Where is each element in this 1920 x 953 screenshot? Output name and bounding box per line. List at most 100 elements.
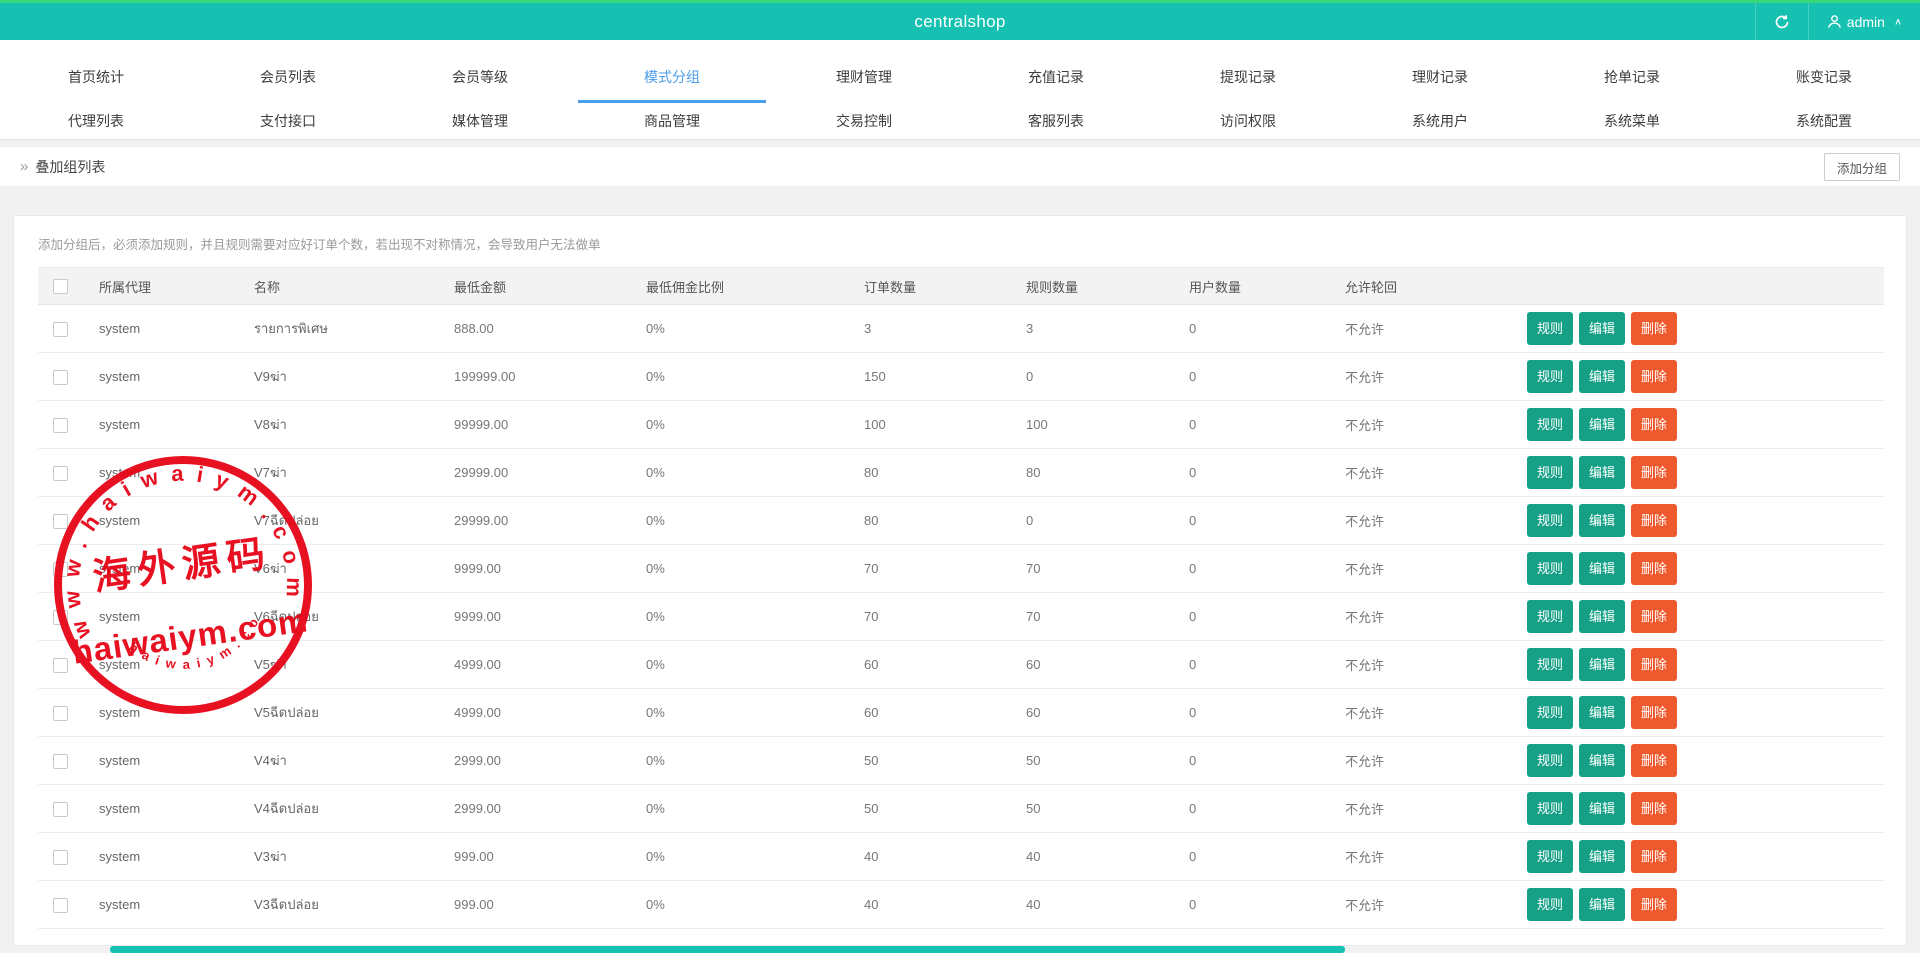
cell-agent: system	[84, 496, 239, 545]
rule-button[interactable]: 规则	[1527, 408, 1574, 441]
row-checkbox[interactable]	[53, 465, 68, 481]
refresh-button[interactable]	[1756, 3, 1808, 40]
refresh-icon	[1774, 14, 1790, 30]
delete-button[interactable]: 删除	[1631, 600, 1678, 633]
edit-button[interactable]: 编辑	[1579, 600, 1626, 633]
rule-button[interactable]: 规则	[1527, 552, 1574, 585]
cell-agent: system	[84, 592, 239, 641]
row-checkbox[interactable]	[53, 849, 68, 865]
add-group-button[interactable]: 添加分组	[1823, 153, 1900, 181]
delete-button[interactable]: 删除	[1631, 792, 1678, 825]
cell-min_rate: 0%	[631, 832, 849, 881]
row-checkbox[interactable]	[53, 513, 68, 529]
rule-button[interactable]: 规则	[1527, 648, 1574, 681]
cell-min_rate: 0%	[631, 640, 849, 689]
edit-button[interactable]: 编辑	[1579, 792, 1626, 825]
nav-item-客服列表[interactable]: 客服列表	[1028, 113, 1084, 129]
edit-button[interactable]: 编辑	[1579, 408, 1626, 441]
column-header: 规则数量	[1011, 267, 1174, 305]
delete-button[interactable]: 删除	[1631, 360, 1678, 393]
nav-item-充值记录[interactable]: 充值记录	[1028, 68, 1084, 85]
table-row: system V4ฉีดปล่อย 2999.00 0% 50 50 0 不允许 规则 编辑 删除	[38, 784, 1884, 833]
cell-min_amount: 199999.00	[439, 352, 631, 401]
nav-item-账变记录[interactable]: 账变记录	[1796, 68, 1852, 85]
edit-button[interactable]: 编辑	[1579, 840, 1626, 873]
nav-item-理财管理[interactable]: 理财管理	[836, 68, 892, 85]
edit-button[interactable]: 编辑	[1579, 744, 1626, 777]
rule-button[interactable]: 规则	[1527, 792, 1574, 825]
edit-button[interactable]: 编辑	[1579, 648, 1626, 681]
nav-item-抢单记录[interactable]: 抢单记录	[1604, 68, 1660, 85]
nav-item-商品管理[interactable]: 商品管理	[644, 113, 700, 129]
nav-item-访问权限[interactable]: 访问权限	[1220, 113, 1276, 129]
delete-button[interactable]: 删除	[1631, 504, 1678, 537]
nav-item-首页统计[interactable]: 首页统计	[68, 68, 124, 85]
cell-min_amount: 9999.00	[439, 544, 631, 593]
breadcrumb: » 叠加组列表	[20, 157, 105, 177]
nav-item-媒体管理[interactable]: 媒体管理	[452, 113, 508, 129]
rule-button[interactable]: 规则	[1527, 600, 1574, 633]
rule-button[interactable]: 规则	[1527, 888, 1574, 921]
rule-button[interactable]: 规则	[1527, 744, 1574, 777]
cell-users: 0	[1174, 640, 1330, 689]
edit-button[interactable]: 编辑	[1579, 696, 1626, 729]
nav-item-系统配置[interactable]: 系统配置	[1796, 113, 1852, 129]
edit-button[interactable]: 编辑	[1579, 888, 1626, 921]
edit-button[interactable]: 编辑	[1579, 312, 1626, 345]
nav-item-模式分组[interactable]: 模式分组	[576, 40, 768, 103]
delete-button[interactable]: 删除	[1631, 840, 1678, 873]
rule-button[interactable]: 规则	[1527, 312, 1574, 345]
rule-button[interactable]: 规则	[1527, 360, 1574, 393]
row-checkbox[interactable]	[53, 417, 68, 433]
nav-item-系统菜单[interactable]: 系统菜单	[1604, 113, 1660, 129]
row-checkbox[interactable]	[53, 561, 68, 577]
delete-button[interactable]: 删除	[1631, 744, 1678, 777]
delete-button[interactable]: 删除	[1631, 312, 1678, 345]
edit-button[interactable]: 编辑	[1579, 504, 1626, 537]
row-checkbox[interactable]	[53, 897, 68, 913]
nav-item-提现记录[interactable]: 提现记录	[1220, 68, 1276, 85]
edit-button[interactable]: 编辑	[1579, 552, 1626, 585]
rule-button[interactable]: 规则	[1527, 696, 1574, 729]
nav-item-交易控制[interactable]: 交易控制	[836, 113, 892, 129]
row-checkbox[interactable]	[53, 801, 68, 817]
nav-item-支付接口[interactable]: 支付接口	[260, 113, 316, 129]
edit-button[interactable]: 编辑	[1579, 360, 1626, 393]
cell-agent: system	[84, 640, 239, 689]
delete-button[interactable]: 删除	[1631, 648, 1678, 681]
nav-item-会员等级[interactable]: 会员等级	[452, 68, 508, 85]
row-checkbox[interactable]	[53, 609, 68, 625]
delete-button[interactable]: 删除	[1631, 696, 1678, 729]
cell-rules: 0	[1011, 496, 1174, 545]
rule-button[interactable]: 规则	[1527, 840, 1574, 873]
delete-button[interactable]: 删除	[1631, 408, 1678, 441]
row-select-cell	[38, 544, 84, 593]
horizontal-scrollbar-thumb[interactable]	[110, 946, 1345, 953]
edit-button[interactable]: 编辑	[1579, 456, 1626, 489]
cell-rules: 60	[1011, 688, 1174, 737]
rule-button[interactable]: 规则	[1527, 456, 1574, 489]
user-menu[interactable]: admin ∧	[1809, 3, 1920, 40]
cell-min_rate: 0%	[631, 592, 849, 641]
delete-button[interactable]: 删除	[1631, 456, 1678, 489]
cell-allow: 不允许	[1330, 400, 1512, 449]
row-checkbox[interactable]	[53, 369, 68, 385]
delete-button[interactable]: 删除	[1631, 888, 1678, 921]
nav-item-系统用户[interactable]: 系统用户	[1412, 113, 1468, 129]
row-checkbox[interactable]	[53, 321, 68, 337]
row-checkbox[interactable]	[53, 705, 68, 721]
select-all-checkbox[interactable]	[53, 279, 68, 295]
nav-item-会员列表[interactable]: 会员列表	[260, 68, 316, 85]
cell-min_rate: 0%	[631, 352, 849, 401]
nav-item-代理列表[interactable]: 代理列表	[68, 113, 124, 129]
row-checkbox[interactable]	[53, 657, 68, 673]
cell-name: V9ฆ่า	[239, 352, 439, 401]
delete-button[interactable]: 删除	[1631, 552, 1678, 585]
row-checkbox[interactable]	[53, 753, 68, 769]
cell-orders: 60	[849, 688, 1011, 737]
nav-item-理财记录[interactable]: 理财记录	[1412, 68, 1468, 85]
horizontal-scrollbar-track	[0, 946, 1920, 953]
row-select-cell	[38, 880, 84, 929]
rule-button[interactable]: 规则	[1527, 504, 1574, 537]
column-header: 订单数量	[849, 267, 1011, 305]
